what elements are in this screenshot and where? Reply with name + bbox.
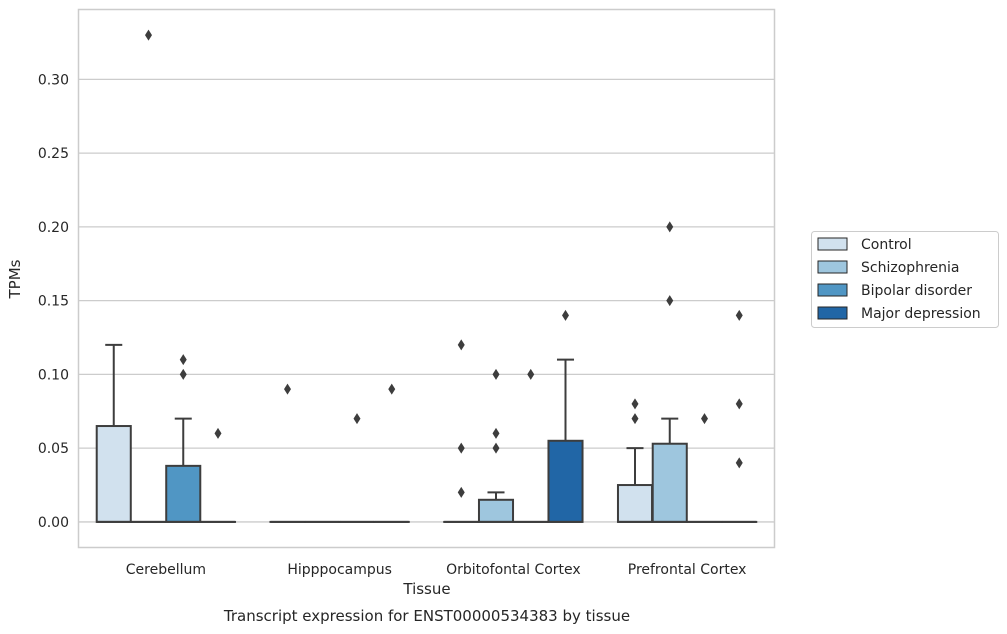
y-tick-label: 0.20 — [38, 220, 69, 236]
outlier-point — [701, 413, 708, 425]
y-axis-label: TPMs — [6, 259, 24, 299]
legend-swatch — [817, 306, 848, 320]
outlier-point — [492, 427, 500, 439]
outlier-point — [284, 383, 291, 395]
x-tick-label: Hipppocampus — [287, 562, 392, 578]
box-group — [95, 343, 132, 523]
box-group — [338, 413, 376, 523]
x-tick-labels: Cerebellum Hipppocampus Orbitofontal Corte… — [126, 562, 747, 578]
legend-label: Bipolar disorder — [861, 283, 972, 299]
box-group — [165, 354, 202, 523]
outlier-point — [457, 339, 465, 351]
legend-swatch — [817, 237, 848, 251]
y-tick-label: 0.00 — [38, 515, 69, 531]
box-group — [512, 368, 549, 523]
x-tick-label: Cerebellum — [126, 562, 206, 578]
box-group — [443, 339, 480, 523]
box-body — [651, 442, 688, 523]
chart-caption: Transcript expression for ENST0000053438… — [223, 607, 630, 625]
legend-swatch — [817, 260, 848, 274]
outlier-point — [179, 368, 187, 380]
box-group — [373, 383, 410, 523]
outlier-point — [457, 442, 465, 454]
outlier-point — [179, 354, 187, 366]
box-body — [616, 484, 654, 523]
y-tick-label: 0.30 — [38, 72, 69, 88]
outlier-point — [492, 442, 500, 454]
legend: Control Schizophrenia Bipolar disorder Majo… — [811, 231, 999, 328]
box-body — [477, 498, 515, 523]
outlier-point — [735, 398, 743, 410]
outlier-point — [562, 309, 569, 321]
box-body — [95, 425, 132, 523]
plot-frame — [77, 8, 776, 549]
box-group — [477, 368, 515, 523]
box-body — [165, 464, 202, 523]
outlier-point — [527, 368, 535, 380]
grid-layer — [79, 78, 774, 523]
box-group — [651, 221, 688, 523]
outlier-point — [145, 29, 152, 41]
box-group — [721, 309, 758, 523]
outlier-point — [631, 413, 639, 425]
x-tick-label: Prefrontal Cortex — [628, 562, 747, 578]
x-tick-label: Orbitofontal Cortex — [446, 562, 581, 578]
y-tick-label: 0.05 — [38, 441, 69, 457]
legend-swatch — [817, 283, 848, 297]
y-tick-labels: 0.00 0.05 0.10 0.15 0.20 0.25 0.30 — [38, 72, 69, 531]
outlier-point — [492, 368, 500, 380]
legend-label: Control — [861, 237, 912, 253]
y-tick-label: 0.10 — [38, 367, 69, 383]
outlier-point — [735, 309, 743, 321]
box-group — [199, 427, 237, 523]
box-group — [269, 383, 306, 523]
box-layer — [95, 29, 758, 523]
outlier-point — [666, 221, 674, 233]
legend-frame — [811, 231, 999, 328]
outlier-point — [735, 457, 743, 469]
outlier-point — [457, 486, 465, 498]
x-axis-label: Tissue — [402, 580, 450, 598]
outlier-point — [631, 398, 639, 410]
box-body — [547, 439, 584, 523]
legend-label: Schizophrenia — [861, 260, 959, 276]
outlier-point — [666, 295, 674, 307]
outlier-point — [353, 413, 361, 425]
legend-label: Major depression — [861, 306, 981, 322]
box-group — [686, 413, 723, 523]
y-tick-label: 0.15 — [38, 294, 69, 310]
y-tick-label: 0.25 — [38, 146, 69, 162]
outlier-point — [214, 427, 222, 439]
outlier-point — [388, 383, 396, 395]
legend-items: Control Schizophrenia Bipolar disorder Majo… — [817, 237, 981, 322]
box-group — [547, 309, 584, 523]
box-group — [616, 398, 654, 523]
